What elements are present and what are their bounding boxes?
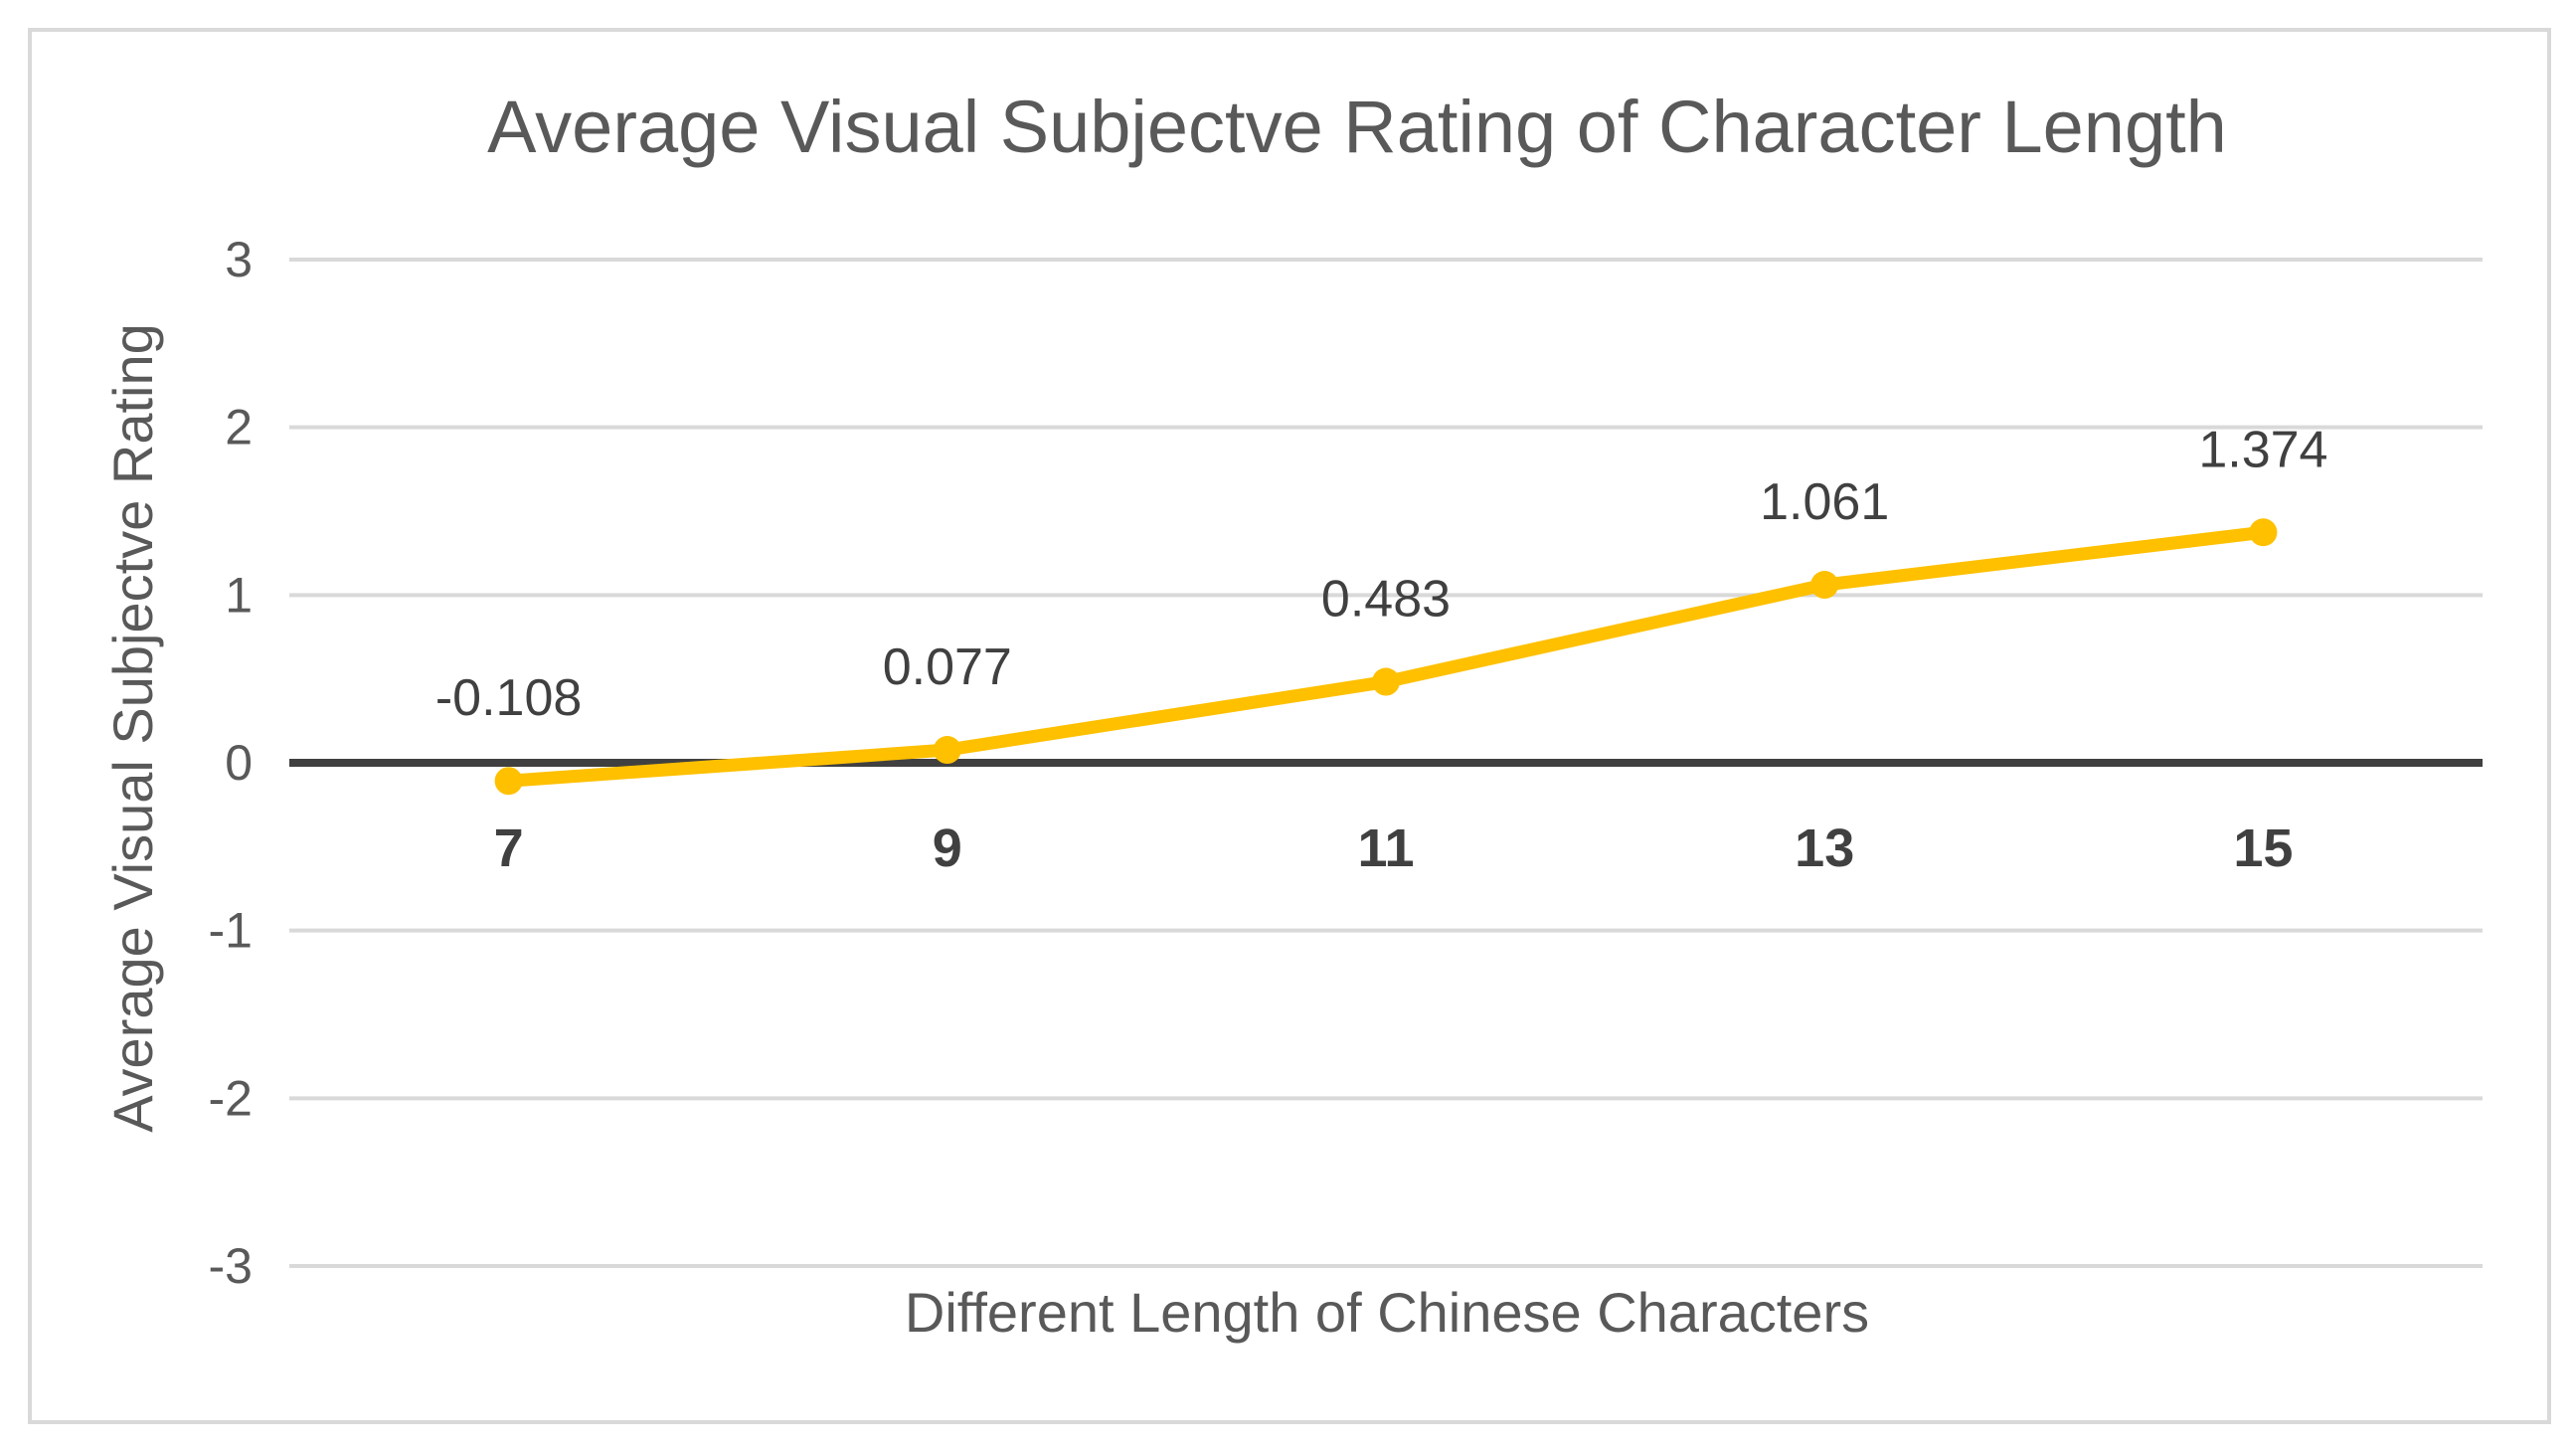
- data-label: 1.374: [2198, 421, 2327, 478]
- y-tick-label: -1: [209, 903, 253, 959]
- chart-svg: Average Visual Subjectve Rating of Chara…: [101, 86, 2483, 1344]
- data-label: 0.483: [1321, 571, 1451, 629]
- data-point: [933, 736, 961, 765]
- data-label: -0.108: [435, 669, 582, 727]
- chart-frame: Average Visual Subjectve Rating of Chara…: [28, 28, 2551, 1424]
- data-labels: -0.108 0.077 0.483 1.061 1.374: [435, 421, 2328, 727]
- data-point: [2249, 518, 2278, 547]
- data-label: 1.061: [1760, 473, 1889, 531]
- x-tick-label: 13: [1795, 818, 1854, 878]
- y-tick-label: 2: [225, 400, 253, 455]
- series-line-group: [494, 518, 2278, 796]
- y-tick-label: 0: [225, 735, 253, 791]
- x-tick-label: 15: [2233, 818, 2293, 878]
- x-axis-ticks: 7 9 11 13 15: [494, 818, 2294, 878]
- data-label: 0.077: [883, 638, 1012, 696]
- y-tick-label: 3: [225, 232, 253, 287]
- chart-title: Average Visual Subjectve Rating of Chara…: [487, 86, 2227, 168]
- y-axis-title: Average Visual Subjectve Rating: [101, 323, 164, 1133]
- data-point: [1372, 667, 1400, 696]
- x-tick-label: 9: [933, 818, 962, 878]
- gridlines: [289, 258, 2483, 1268]
- y-axis-ticks: 3 2 1 0 -1 -2 -3: [209, 232, 253, 1294]
- data-point: [494, 767, 523, 796]
- data-point: [1810, 571, 1839, 600]
- y-tick-label: -2: [209, 1070, 253, 1126]
- y-tick-label: 1: [225, 567, 253, 623]
- y-tick-label: -3: [209, 1238, 253, 1294]
- x-tick-label: 11: [1357, 818, 1414, 878]
- x-tick-label: 7: [494, 818, 524, 878]
- x-axis-title: Different Length of Chinese Characters: [905, 1281, 1869, 1344]
